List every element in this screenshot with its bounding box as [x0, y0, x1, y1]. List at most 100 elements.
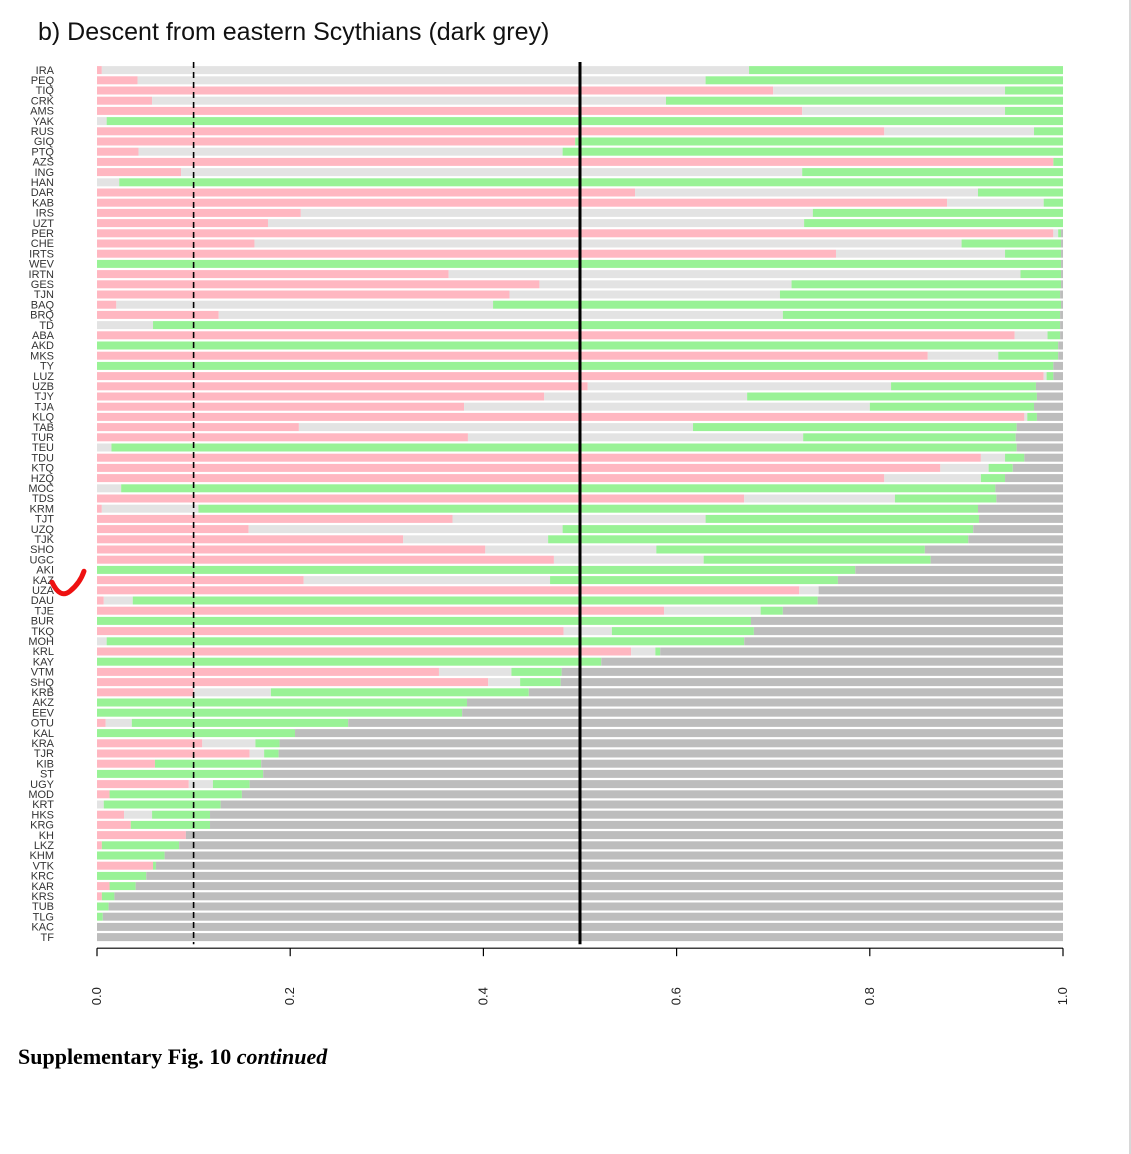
bar-segment-green: [132, 596, 818, 605]
category-label: SHO: [30, 544, 54, 556]
bar-segment-lightgrey: [254, 239, 962, 248]
bar-segment-green: [961, 239, 1062, 248]
bar-segment-green: [130, 820, 211, 829]
bar-segment-darkgrey: [1016, 423, 1063, 432]
category-label: WEV: [29, 259, 55, 271]
category-label: TJK: [34, 534, 54, 546]
bar-segment-darkgrey: [249, 780, 1063, 789]
bar-segment-green: [869, 402, 1035, 411]
bar-segment-darkgrey: [753, 627, 1063, 636]
bar-segment-green: [891, 382, 1036, 391]
bar-segment-darkgrey: [155, 861, 1063, 870]
bar-segment-green: [270, 688, 529, 697]
bar-segment-darkgrey: [1061, 239, 1063, 248]
category-label: TDU: [31, 452, 54, 464]
bar-segment-darkgrey: [241, 790, 1063, 799]
bar-segment-green: [97, 565, 856, 574]
category-label: ING: [34, 167, 54, 179]
bar-segment-darkgrey: [261, 759, 1064, 768]
bar-segment-lightgrey: [193, 688, 271, 697]
bar-segment-green: [611, 627, 754, 636]
category-label: UGY: [30, 779, 55, 791]
bar-segment-darkgrey: [1015, 433, 1063, 442]
bar-segment-darkgrey: [817, 596, 1063, 605]
bar-segment-green: [97, 851, 165, 860]
category-label: TAB: [33, 422, 54, 434]
bar-segment-lightgrey: [101, 504, 199, 513]
bar-segment-pink: [97, 861, 154, 870]
bar-segment-green: [1020, 270, 1062, 279]
bar-segment-pink: [97, 525, 249, 534]
category-label: KRC: [31, 871, 54, 883]
bar-segment-green: [97, 902, 109, 911]
category-label: MKS: [30, 350, 54, 362]
category-label: CHE: [31, 238, 54, 250]
bar-segment-green: [255, 739, 280, 748]
caption-label: Supplementary Fig. 10: [18, 1044, 232, 1069]
category-label: TUR: [31, 432, 54, 444]
bar-segment-darkgrey: [185, 831, 1063, 840]
category-label: LKZ: [34, 840, 54, 852]
category-label: UZA: [32, 585, 55, 597]
bar-segment-green: [575, 137, 1063, 146]
bar-segment-pink: [97, 96, 153, 105]
bar-segment-green: [705, 76, 1063, 85]
category-label: TIQ: [36, 85, 55, 97]
category-label: GIQ: [34, 136, 55, 148]
bar-segment-darkgrey: [996, 494, 1063, 503]
bar-segment-pink: [97, 739, 203, 748]
bar-segment-pink: [97, 188, 636, 197]
bar-segment-darkgrey: [210, 820, 1063, 829]
bar-segment-pink: [97, 780, 189, 789]
category-label: KAZ: [33, 575, 55, 587]
caption-suffix: continued: [236, 1044, 328, 1069]
category-label: CRK: [31, 95, 55, 107]
bar-segment-darkgrey: [1034, 402, 1063, 411]
bar-segment-lightgrey: [464, 402, 870, 411]
bar-segment-green: [119, 178, 1064, 187]
bar-segment-green: [121, 484, 996, 493]
bar-segment-pink: [97, 127, 885, 136]
bar-segment-pink: [97, 586, 800, 595]
bar-segment-darkgrey: [977, 504, 1063, 513]
bar-segment-pink: [97, 463, 941, 472]
category-label: BRQ: [30, 310, 54, 322]
bar-segment-green: [1047, 331, 1061, 340]
bar-segment-green: [803, 433, 1016, 442]
bar-segment-lightgrey: [448, 270, 1021, 279]
bar-segment-darkgrey: [1053, 372, 1063, 381]
bar-segment-lightgrey: [138, 147, 563, 156]
bar-segment-lightgrey: [947, 198, 1044, 207]
bar-segment-darkgrey: [1036, 412, 1063, 421]
category-label: KRM: [30, 503, 54, 515]
bar-segment-lightgrey: [97, 321, 154, 330]
bar-segment-pink: [97, 351, 928, 360]
bar-segment-darkgrey: [146, 871, 1063, 880]
bar-segment-lightgrey: [884, 127, 1035, 136]
bar-segment-lightgrey: [799, 586, 819, 595]
category-label: MOC: [28, 483, 54, 495]
category-label: UZB: [32, 381, 54, 393]
category-label: TD: [39, 320, 54, 332]
category-label: KIB: [36, 758, 54, 770]
bar-segment-pink: [97, 402, 465, 411]
category-label: PER: [31, 228, 54, 240]
bar-segment-pink: [97, 555, 554, 564]
category-label: KRL: [33, 646, 54, 658]
chart-title: b) Descent from eastern Scythians (dark …: [38, 18, 550, 46]
x-tick-label: 0.8: [862, 987, 877, 1005]
category-label: IRTS: [29, 248, 54, 260]
bar-segment-green: [655, 647, 661, 656]
bar-segment-darkgrey: [528, 688, 1063, 697]
bar-segment-green: [97, 912, 103, 921]
bar-segment-pink: [97, 249, 836, 258]
x-tick-label: 0.4: [475, 987, 490, 1005]
bar-segment-pink: [97, 208, 301, 217]
category-label: OTU: [31, 718, 54, 730]
category-label: TJN: [34, 289, 54, 301]
bar-segment-pink: [97, 576, 304, 585]
bar-segment-pink: [97, 882, 110, 891]
bar-segment-darkgrey: [1061, 229, 1063, 238]
page-edge: [1129, 0, 1131, 1154]
